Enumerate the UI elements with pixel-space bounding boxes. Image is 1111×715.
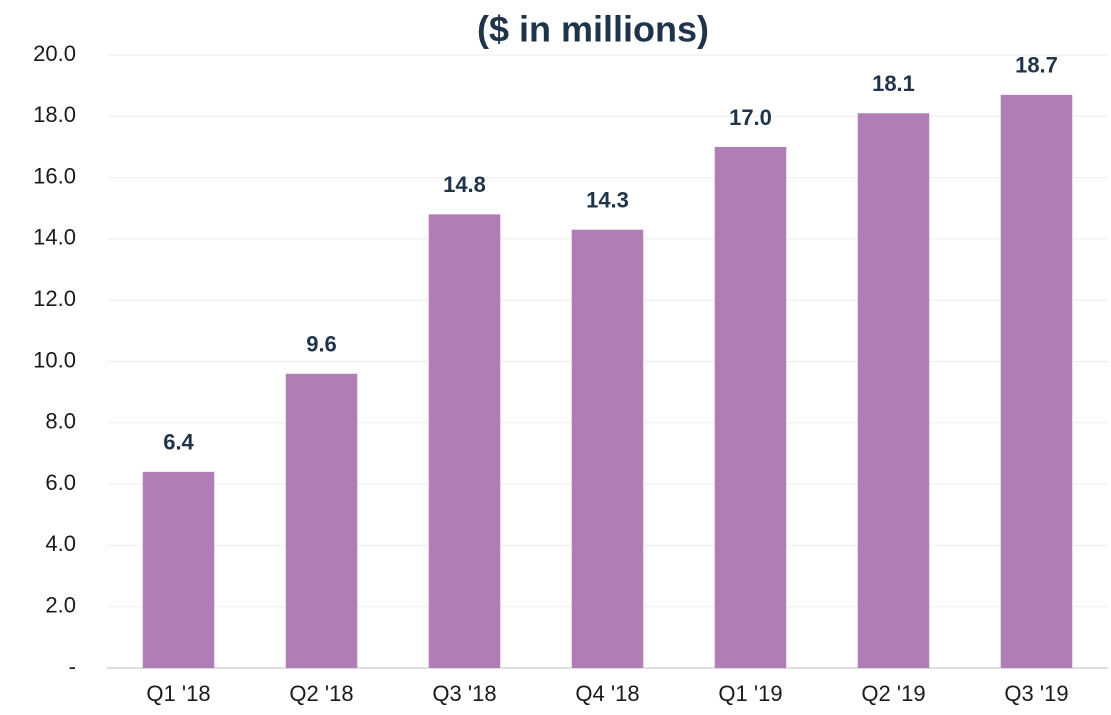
value-label: 14.8 — [443, 172, 486, 197]
bar — [571, 229, 644, 668]
bar — [142, 471, 215, 668]
x-tick-label: Q3 '19 — [1004, 681, 1068, 706]
y-tick-label: 20.0 — [33, 41, 76, 66]
bar — [1000, 94, 1073, 669]
value-label: 9.6 — [306, 332, 337, 357]
bar — [428, 214, 501, 668]
value-label: 18.7 — [1015, 53, 1058, 78]
x-tick-label: Q4 '18 — [575, 681, 639, 706]
y-tick-label: 16.0 — [33, 163, 76, 188]
x-tick-label: Q1 '18 — [146, 681, 210, 706]
y-tick-label: - — [69, 654, 76, 679]
y-tick-label: 18.0 — [33, 102, 76, 127]
x-tick-label: Q2 '19 — [861, 681, 925, 706]
x-tick-label: Q2 '18 — [289, 681, 353, 706]
bar — [285, 373, 358, 668]
value-label: 17.0 — [729, 105, 772, 130]
y-tick-label: 8.0 — [45, 409, 76, 434]
chart-title: ($ in millions) — [477, 9, 709, 50]
bar — [857, 113, 930, 669]
y-tick-label: 4.0 — [45, 531, 76, 556]
value-label: 18.1 — [872, 71, 915, 96]
y-tick-label: 6.0 — [45, 470, 76, 495]
x-tick-label: Q1 '19 — [718, 681, 782, 706]
bar — [714, 146, 787, 668]
value-label: 6.4 — [163, 430, 194, 455]
y-tick-label: 2.0 — [45, 593, 76, 618]
y-tick-label: 12.0 — [33, 286, 76, 311]
y-tick-label: 14.0 — [33, 225, 76, 250]
x-tick-label: Q3 '18 — [432, 681, 496, 706]
y-tick-label: 10.0 — [33, 347, 76, 372]
value-label: 14.3 — [586, 188, 629, 213]
